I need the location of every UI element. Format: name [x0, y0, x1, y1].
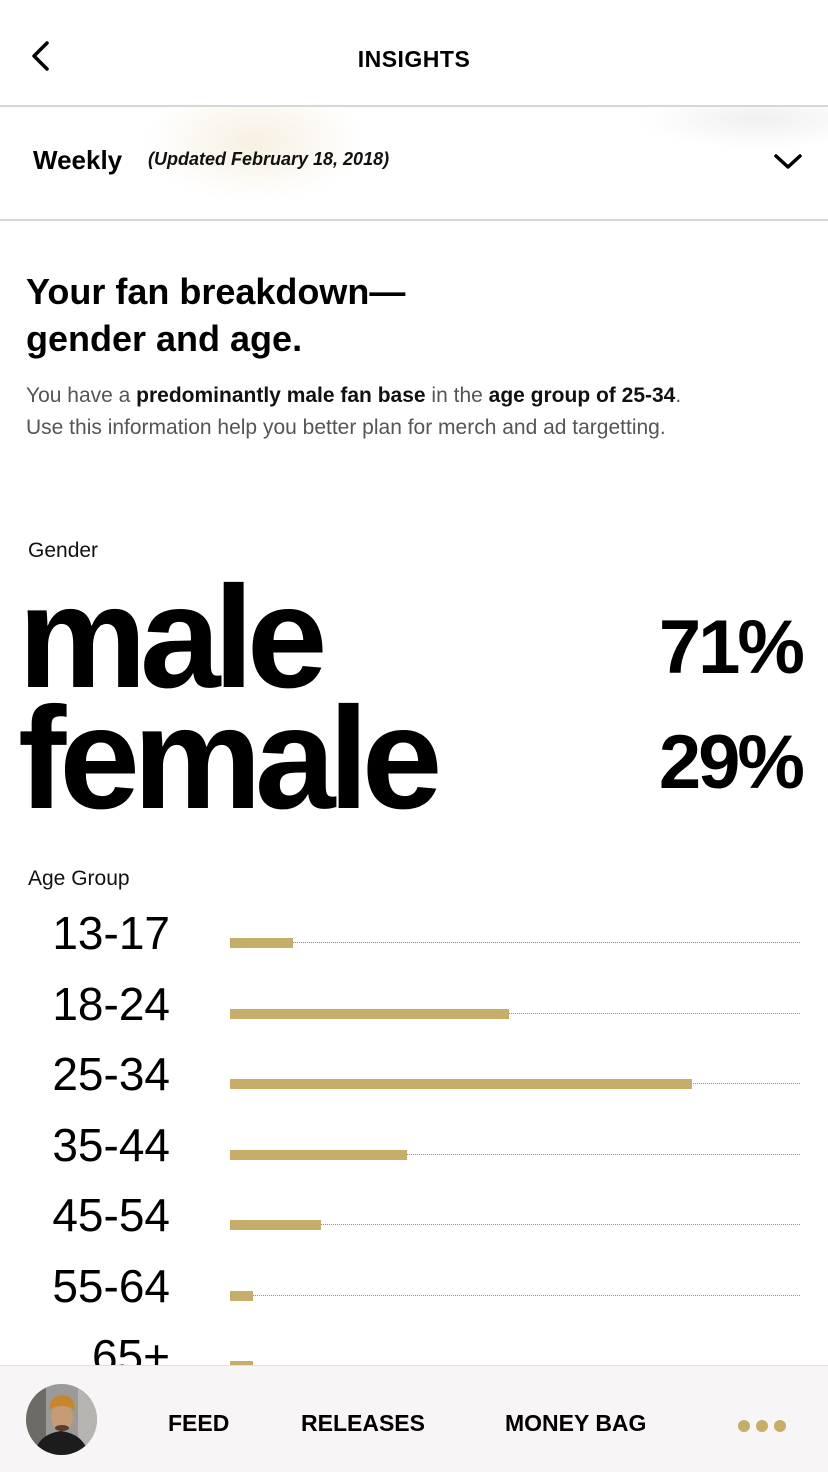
profile-avatar[interactable] — [26, 1384, 97, 1455]
gender-male-percent: 71% — [658, 605, 805, 690]
age-row: 55-64 — [0, 1253, 828, 1323]
age-bar — [230, 938, 293, 948]
heading-line-2: gender and age. — [26, 318, 303, 359]
age-row: 35-44 — [0, 1112, 828, 1182]
age-tick-label: 18-24 — [52, 978, 170, 1030]
summary-part-3: . Use this information help you better p… — [26, 384, 682, 439]
age-row: 13-17 — [0, 900, 828, 970]
age-group-chart: 13-17 18-24 25-34 35-44 45-54 55-64 65+ — [0, 900, 828, 1370]
age-tick-label: 65+ — [91, 1330, 170, 1370]
section-heading: Your fan breakdown— gender and age. — [26, 268, 786, 362]
gender-male-label: male — [18, 556, 327, 718]
age-tick-label: 55-64 — [52, 1260, 170, 1312]
age-track-line — [230, 1295, 800, 1296]
age-row: 65+ — [0, 1323, 828, 1370]
more-dot — [756, 1420, 768, 1432]
gender-female-percent: 29% — [658, 720, 805, 805]
tab-releases[interactable]: RELEASES — [301, 1410, 425, 1436]
age-tick-label: 45-54 — [52, 1189, 170, 1241]
age-bar — [230, 1220, 321, 1230]
nav-bar: INSIGHTS — [0, 0, 828, 107]
more-dot — [738, 1420, 750, 1432]
age-bar — [230, 1291, 253, 1301]
period-label: Weekly — [33, 145, 123, 175]
age-tick-label: 25-34 — [52, 1048, 170, 1100]
tab-money-bag[interactable]: MONEY BAG — [505, 1410, 647, 1436]
age-bar — [230, 1009, 509, 1019]
age-bar — [230, 1150, 407, 1160]
summary-bold-1: predominantly male fan base — [136, 384, 426, 407]
chevron-down-icon[interactable] — [770, 147, 806, 175]
age-track-line — [230, 1013, 800, 1014]
age-tick-label: 13-17 — [52, 907, 170, 959]
heading-line-1: Your fan breakdown— — [26, 271, 406, 312]
back-arrow-icon[interactable] — [20, 34, 64, 78]
summary-bold-2: age group of 25-34 — [488, 384, 676, 407]
age-row: 25-34 — [0, 1041, 828, 1111]
gender-label: Gender — [28, 539, 99, 562]
summary-part-1: You have a — [26, 384, 137, 407]
page-title: INSIGHTS — [357, 46, 471, 72]
age-bar — [230, 1079, 692, 1089]
tab-bar: FEED RELEASES MONEY BAG — [0, 1365, 828, 1472]
summary-text: You have a predominantly male fan base i… — [26, 380, 706, 444]
age-group-label: Age Group — [28, 867, 130, 890]
age-row: 45-54 — [0, 1182, 828, 1252]
gender-female-label: female — [18, 677, 442, 839]
summary-part-2: in the — [425, 384, 489, 407]
age-track-line — [230, 1224, 800, 1225]
age-track-line — [230, 1154, 800, 1155]
age-tick-label: 35-44 — [52, 1119, 170, 1171]
more-dots-icon[interactable] — [734, 1416, 786, 1436]
more-dot — [774, 1420, 786, 1432]
period-updated-date: (Updated February 18, 2018) — [148, 149, 390, 169]
period-selector[interactable]: Weekly (Updated February 18, 2018) — [0, 107, 828, 221]
age-row: 18-24 — [0, 971, 828, 1041]
age-track-line — [230, 942, 800, 943]
tab-feed[interactable]: FEED — [168, 1410, 230, 1436]
